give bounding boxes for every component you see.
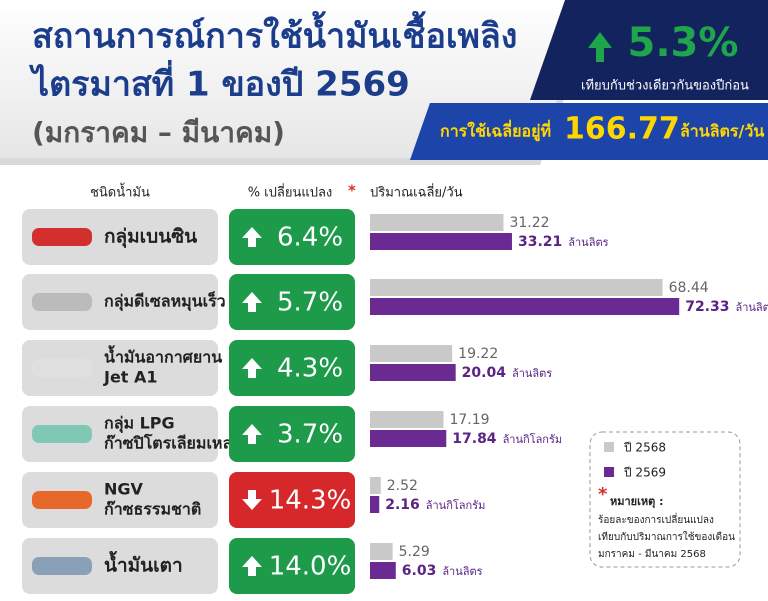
- category-box: [22, 274, 218, 330]
- category-label: น้ำมันอากาศยาน: [104, 345, 222, 367]
- unit-label: ล้านลิตร: [736, 301, 768, 314]
- value-label: 19.22: [458, 346, 498, 362]
- bar: [370, 279, 663, 296]
- category-box: [22, 472, 218, 528]
- legend-label: ปี 2568: [623, 441, 666, 455]
- average-unit: ล้านลิตร/วัน: [680, 122, 764, 141]
- value-label: 72.33: [685, 299, 729, 315]
- subtitle: (มกราคม – มีนาคม): [32, 116, 285, 149]
- category-label: กลุ่มเบนซิน: [104, 226, 197, 249]
- value-label: 33.21: [518, 234, 562, 250]
- category-label: ก๊าซธรรมชาติ: [104, 500, 201, 519]
- legend-swatch: [604, 467, 614, 477]
- value-label: 17.19: [449, 412, 489, 428]
- change-box: [229, 340, 355, 396]
- column-header: ชนิดน้ำมัน: [90, 183, 150, 201]
- value-label: 17.84: [452, 431, 497, 447]
- category-icon: [32, 228, 92, 246]
- change-arrow: [242, 556, 262, 576]
- average-label: การใช้เฉลี่ยอยู่ที่: [440, 120, 551, 143]
- category-label: ก๊าซปิโตรเลียมเหลว: [104, 433, 241, 453]
- category-icon: [32, 425, 92, 443]
- category-label: น้ำมันเตา: [104, 551, 183, 577]
- unit-label: ล้านกิโลกรัม: [503, 432, 563, 446]
- note-line: เทียบกับปริมาณการใช้ของเดือน: [598, 531, 735, 543]
- note-line: ร้อยละของการเปลี่ยนแปลง: [598, 512, 714, 526]
- summary-panel: [530, 0, 768, 100]
- category-label: Jet A1: [103, 368, 158, 387]
- change-box: [229, 472, 355, 528]
- category-label: NGV: [104, 480, 144, 499]
- title-line: ไตรมาสที่ 1 ของปี 2569: [29, 60, 410, 105]
- title-line: สถานการณ์การใช้น้ำมันเชื้อเพลิง: [32, 11, 517, 57]
- change-arrow: [242, 292, 262, 312]
- change-box: [229, 274, 355, 330]
- change-arrow: [242, 424, 262, 444]
- bar: [370, 364, 456, 381]
- bar: [370, 298, 680, 315]
- change-arrow: [242, 358, 262, 378]
- change-arrow: [242, 490, 262, 510]
- change-box: [229, 406, 355, 462]
- average-band: [410, 103, 768, 160]
- category-icon: [32, 491, 92, 509]
- value-label: 2.52: [387, 478, 418, 494]
- change-arrow: [242, 227, 262, 247]
- change-box: [229, 538, 355, 594]
- unit-label: ล้านกิโลกรัม: [426, 498, 486, 512]
- bar: [370, 477, 381, 494]
- change-box: [229, 209, 355, 265]
- value-label: 68.44: [669, 280, 709, 296]
- category-icon: [32, 359, 92, 377]
- category-label: กลุ่ม LPG: [104, 414, 175, 434]
- column-header: % เปลี่ยนแปลง: [248, 184, 333, 201]
- note-line: มกราคม - มีนาคม 2568: [598, 548, 706, 560]
- category-box: [22, 209, 218, 265]
- bar: [370, 345, 453, 362]
- note-title: หมายเหตุ :: [610, 495, 664, 509]
- value-label: 20.04: [462, 365, 507, 381]
- column-header: ปริมาณเฉลี่ย/วัน: [370, 184, 463, 201]
- legend-label: ปี 2569: [623, 466, 666, 480]
- legend-swatch: [604, 442, 614, 452]
- summary-change: 5.3%: [628, 20, 739, 66]
- bar: [370, 214, 504, 231]
- average-value: 166.77: [564, 112, 680, 147]
- category-box: [22, 340, 218, 396]
- category-icon: [32, 557, 92, 575]
- value-label: 31.22: [509, 215, 549, 231]
- unit-label: ล้านลิตร: [568, 236, 608, 249]
- up-arrow-icon: [588, 32, 612, 62]
- bar: [370, 411, 444, 428]
- summary-comparison: เทียบกับช่วงเดียวกันของปีก่อน: [581, 78, 749, 94]
- note-marker: *: [348, 182, 356, 200]
- note-marker: *: [598, 484, 608, 505]
- change-label: 5.7%: [277, 288, 343, 318]
- unit-label: ล้านลิตร: [512, 367, 552, 380]
- change-label: 4.3%: [277, 354, 343, 384]
- category-icon: [32, 293, 92, 311]
- category-label: กลุ่มดีเซลหมุนเร็ว: [104, 290, 226, 312]
- change-label: 14.3%: [269, 486, 352, 516]
- bar: [370, 233, 512, 250]
- bar: [370, 430, 447, 447]
- change-label: 6.4%: [277, 223, 343, 253]
- category-box: [22, 538, 218, 594]
- bar: [370, 543, 393, 560]
- change-label: 14.0%: [269, 552, 352, 582]
- unit-label: ล้านลิตร: [442, 565, 482, 578]
- bar: [370, 562, 396, 579]
- value-label: 2.16: [385, 497, 420, 513]
- bar: [370, 496, 380, 513]
- value-label: 6.03: [402, 563, 437, 579]
- value-label: 5.29: [399, 544, 430, 560]
- change-label: 3.7%: [277, 420, 343, 450]
- legend-box: [589, 431, 741, 568]
- category-box: [22, 406, 218, 462]
